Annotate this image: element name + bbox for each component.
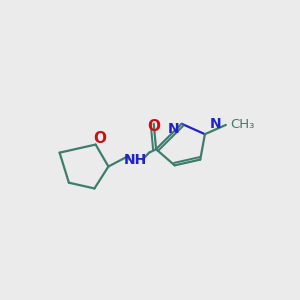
Text: NH: NH [124,153,147,166]
Text: O: O [93,131,106,146]
Text: N: N [168,122,179,136]
Text: N: N [210,117,221,131]
Text: CH₃: CH₃ [230,118,255,131]
Text: O: O [147,119,160,134]
